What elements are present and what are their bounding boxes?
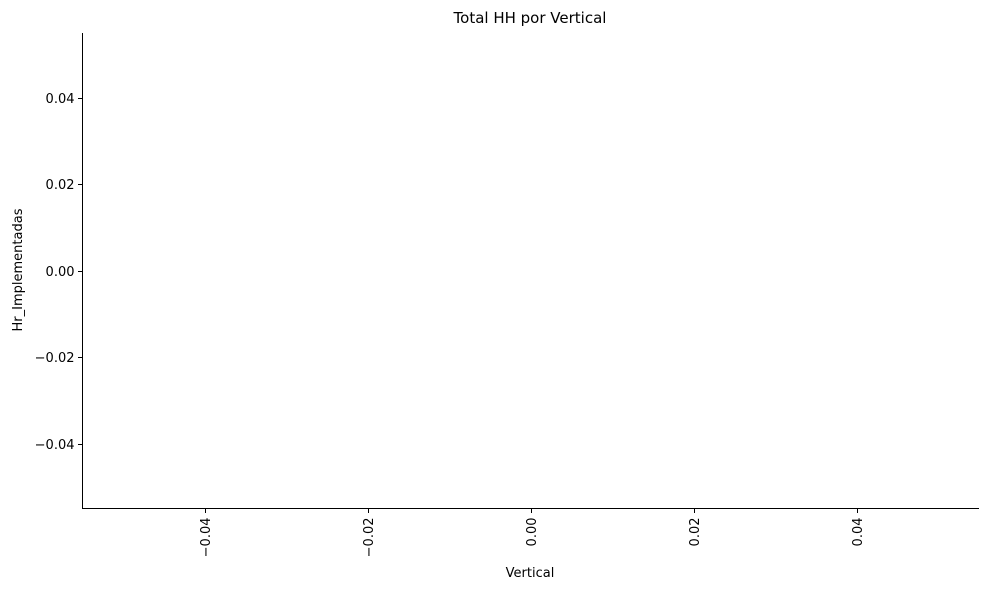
x-tick-label: 0.04: [851, 518, 866, 547]
y-tick-label: −0.02: [35, 351, 75, 366]
x-tick-label: −0.04: [199, 518, 214, 558]
x-tick-label: 0.00: [525, 518, 540, 547]
x-axis-label: Vertical: [506, 566, 555, 581]
y-axis-ticks: −0.04 −0.02 0.00 0.02 0.04: [35, 92, 83, 453]
y-axis-label: Hr_Implementadas: [11, 208, 26, 331]
y-tick-label: 0.04: [46, 92, 75, 107]
chart-title: Total HH por Vertical: [453, 9, 607, 27]
y-tick-label: −0.04: [35, 438, 75, 453]
x-tick-label: −0.02: [362, 518, 377, 558]
y-tick-label: 0.00: [46, 265, 75, 280]
x-tick-label: 0.02: [688, 518, 703, 547]
y-tick-label: 0.02: [46, 178, 75, 193]
x-axis-ticks: −0.04 −0.02 0.00 0.02 0.04: [199, 508, 866, 558]
